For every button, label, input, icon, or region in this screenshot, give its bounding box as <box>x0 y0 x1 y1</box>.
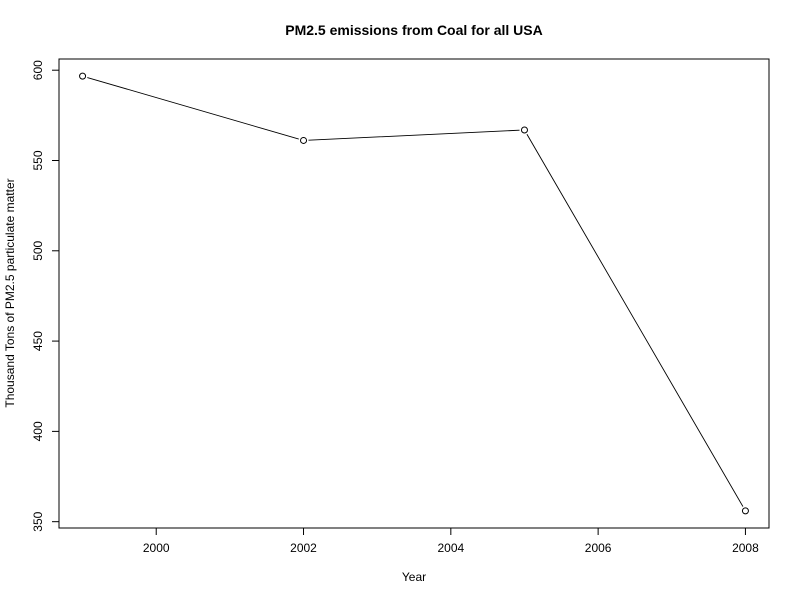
y-tick-label: 450 <box>31 331 45 351</box>
series-line <box>82 75 746 512</box>
data-point <box>300 136 308 144</box>
y-tick-label: 550 <box>31 150 45 170</box>
x-axis-label: Year <box>402 570 426 584</box>
x-tick-label: 2008 <box>732 541 759 555</box>
x-tick-label: 2002 <box>290 541 317 555</box>
x-tick-label: 2004 <box>437 541 464 555</box>
series-layer <box>77 71 751 516</box>
x-tick-label: 2006 <box>585 541 612 555</box>
y-tick-label: 400 <box>31 421 45 441</box>
y-tick-label: 600 <box>31 60 45 80</box>
data-point <box>741 507 749 515</box>
data-point <box>520 126 528 134</box>
y-tick-label: 500 <box>31 240 45 260</box>
x-tick-label: 2000 <box>143 541 170 555</box>
data-point <box>79 72 87 80</box>
x-axis: 2000 2002 2004 2006 2008 <box>143 527 759 555</box>
chart-title: PM2.5 emissions from Coal for all USA <box>285 22 543 38</box>
y-tick-label: 350 <box>31 511 45 531</box>
y-axis-label: Thousand Tons of PM2.5 particulate matte… <box>3 178 17 407</box>
y-axis: 350 400 450 500 550 600 <box>31 60 60 532</box>
